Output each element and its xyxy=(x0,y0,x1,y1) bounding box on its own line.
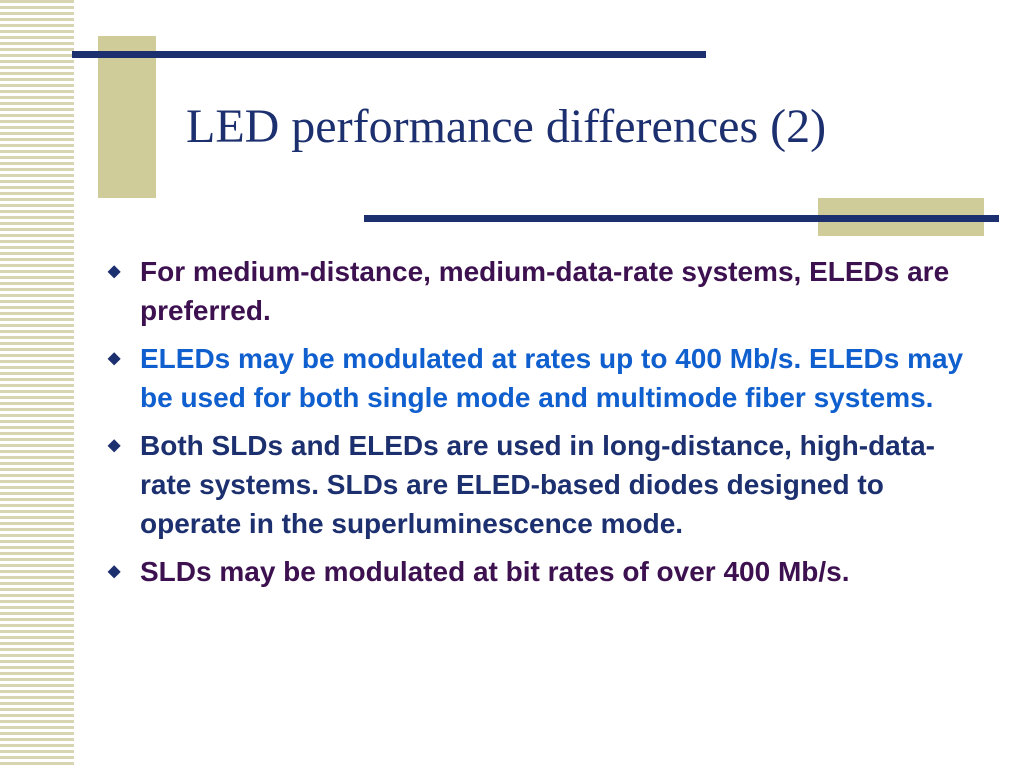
decorative-line-top xyxy=(72,51,706,58)
bullet-item-4: ◆ SLDs may be modulated at bit rates of … xyxy=(104,552,974,591)
slide-title: LED performance differences (2) xyxy=(186,100,827,153)
diamond-bullet-icon: ◆ xyxy=(108,437,121,454)
bullet-list: ◆ For medium-distance, medium-data-rate … xyxy=(104,252,974,600)
decorative-block-top xyxy=(98,36,156,198)
decorative-line-bottom xyxy=(364,215,999,222)
bullet-text-1: For medium-distance, medium-data-rate sy… xyxy=(140,256,950,326)
diamond-bullet-icon: ◆ xyxy=(108,563,121,580)
diamond-bullet-icon: ◆ xyxy=(108,350,121,367)
decorative-stripes xyxy=(0,0,74,768)
bullet-item-1: ◆ For medium-distance, medium-data-rate … xyxy=(104,252,974,330)
bullet-item-3: ◆ Both SLDs and ELEDs are used in long-d… xyxy=(104,426,974,543)
bullet-text-4: SLDs may be modulated at bit rates of ov… xyxy=(140,556,850,587)
diamond-bullet-icon: ◆ xyxy=(108,263,121,280)
bullet-item-2: ◆ ELEDs may be modulated at rates up to … xyxy=(104,339,974,417)
bullet-text-2: ELEDs may be modulated at rates up to 40… xyxy=(140,343,964,413)
bullet-text-3: Both SLDs and ELEDs are used in long-dis… xyxy=(140,430,935,539)
